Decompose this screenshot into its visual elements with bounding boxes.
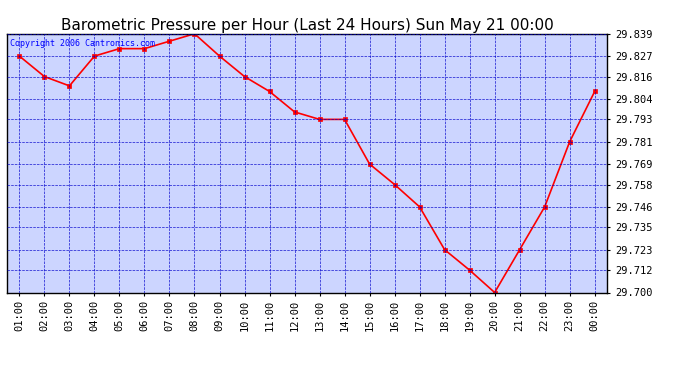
Text: Copyright 2006 Cantronics.com: Copyright 2006 Cantronics.com [10,39,155,48]
Title: Barometric Pressure per Hour (Last 24 Hours) Sun May 21 00:00: Barometric Pressure per Hour (Last 24 Ho… [61,18,553,33]
